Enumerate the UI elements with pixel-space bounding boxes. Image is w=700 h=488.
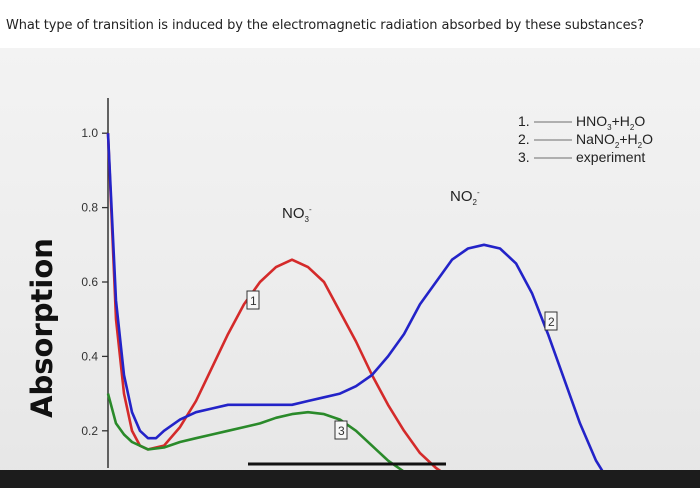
legend: 1. HNO3+H2O 2. NaNO2+H2O 3. experiment [518,113,653,165]
y-axis-label: Absorption [25,238,59,418]
series-line-2 [106,133,614,488]
series-line-1 [106,133,467,488]
svg-text:2: 2 [548,315,555,329]
y-tick-label: 0.8 [81,201,98,215]
photo-bottom-edge [0,470,700,488]
svg-text:1: 1 [250,294,257,308]
series-lines [106,133,614,488]
peak-label-no3: NO3- [282,205,312,224]
curve-box-2: 2 [544,311,558,331]
y-tick-label: 0.4 [81,349,98,363]
y-tick-label: 0.6 [81,275,98,289]
question-text: What type of transition is induced by th… [6,18,644,33]
series-line-3 [106,393,421,484]
legend-label: experiment [576,149,645,165]
legend-number: 1. [518,113,530,129]
legend-label: NaNO2+H2O [576,131,653,150]
peak-label-no2: NO2- [450,188,480,207]
y-ticks: 1.0 0.8 0.6 0.4 0.2 [81,126,108,438]
legend-label: HNO3+H2O [576,113,645,132]
curve-box-1: 1 [246,290,260,310]
y-tick-label: 0.2 [81,424,98,438]
curve-box-3: 3 [334,420,348,440]
legend-number: 2. [518,131,530,147]
chart-photo: 1.0 0.8 0.6 0.4 0.2 Absorption NO3- NO2- 1 2… [0,48,700,488]
svg-text:3: 3 [338,424,345,438]
legend-number: 3. [518,149,530,165]
y-tick-label: 1.0 [81,126,98,140]
absorption-chart: 1.0 0.8 0.6 0.4 0.2 Absorption NO3- NO2- 1 2… [25,98,653,488]
